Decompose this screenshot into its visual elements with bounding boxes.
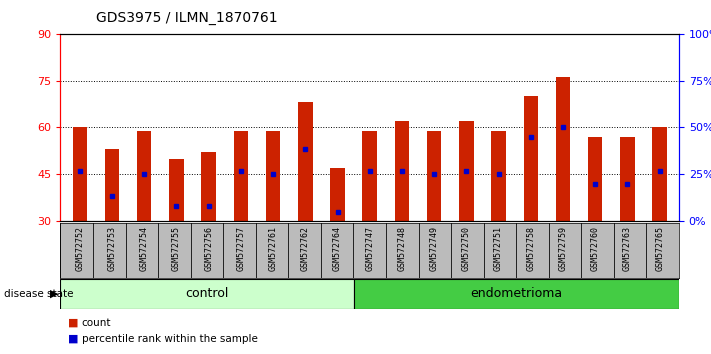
Bar <box>353 279 679 309</box>
Text: ▶: ▶ <box>50 289 58 299</box>
Bar <box>395 121 410 221</box>
Text: GSM572761: GSM572761 <box>269 226 277 271</box>
Text: percentile rank within the sample: percentile rank within the sample <box>82 334 257 344</box>
Bar <box>169 159 183 221</box>
Text: GSM572752: GSM572752 <box>75 226 85 271</box>
Bar <box>298 102 313 221</box>
Bar <box>523 96 538 221</box>
Text: disease state: disease state <box>4 289 73 299</box>
Bar <box>73 127 87 221</box>
Text: GSM572753: GSM572753 <box>107 226 117 271</box>
Bar <box>620 137 635 221</box>
Bar <box>653 127 667 221</box>
Text: GSM572765: GSM572765 <box>655 226 664 271</box>
Text: GSM572748: GSM572748 <box>397 226 407 271</box>
Text: count: count <box>82 318 111 328</box>
Bar <box>60 279 353 309</box>
Bar <box>330 168 345 221</box>
Bar <box>234 131 248 221</box>
Text: GSM572751: GSM572751 <box>494 226 503 271</box>
Text: GDS3975 / ILMN_1870761: GDS3975 / ILMN_1870761 <box>96 11 277 25</box>
Text: GSM572760: GSM572760 <box>591 226 600 271</box>
Text: ■: ■ <box>68 334 78 344</box>
Bar <box>427 131 442 221</box>
Bar <box>588 137 602 221</box>
Bar <box>491 131 506 221</box>
Bar <box>201 153 216 221</box>
Text: GSM572750: GSM572750 <box>462 226 471 271</box>
Text: GSM572758: GSM572758 <box>526 226 535 271</box>
Text: GSM572749: GSM572749 <box>429 226 439 271</box>
Text: GSM572759: GSM572759 <box>559 226 567 271</box>
Bar <box>459 121 474 221</box>
Text: ■: ■ <box>68 318 78 328</box>
Bar <box>105 149 119 221</box>
Bar <box>266 131 280 221</box>
Text: control: control <box>186 287 229 300</box>
Text: GSM572756: GSM572756 <box>204 226 213 271</box>
Bar <box>556 78 570 221</box>
Text: GSM572762: GSM572762 <box>301 226 310 271</box>
Text: GSM572757: GSM572757 <box>236 226 245 271</box>
Text: GSM572755: GSM572755 <box>172 226 181 271</box>
Text: endometrioma: endometrioma <box>470 287 562 300</box>
Bar <box>137 131 151 221</box>
Text: GSM572763: GSM572763 <box>623 226 632 271</box>
Bar <box>363 131 377 221</box>
Text: GSM572754: GSM572754 <box>139 226 149 271</box>
Text: GSM572764: GSM572764 <box>333 226 342 271</box>
Text: GSM572747: GSM572747 <box>365 226 374 271</box>
